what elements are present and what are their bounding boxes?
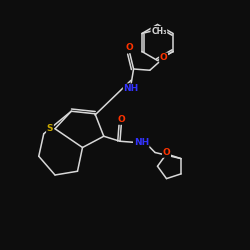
Text: NH: NH	[124, 84, 139, 93]
Text: S: S	[47, 124, 53, 133]
Text: O: O	[162, 148, 170, 157]
Text: O: O	[160, 53, 168, 62]
Text: O: O	[118, 115, 125, 124]
Text: NH: NH	[134, 138, 149, 147]
Text: CH₃: CH₃	[151, 26, 167, 36]
Text: O: O	[126, 44, 134, 52]
